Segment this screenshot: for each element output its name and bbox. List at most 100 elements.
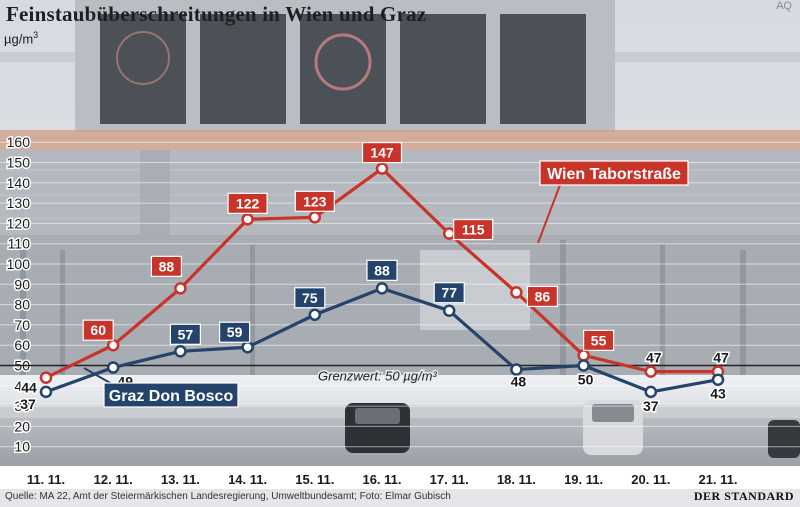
threshold-label: Grenzwert: 50 µg/m³ (318, 369, 437, 384)
legend-label-wien: Wien Taborstraße (547, 166, 681, 183)
data-label: 57 (178, 326, 194, 342)
y-tick-label: 90 (14, 276, 30, 292)
data-point (39, 385, 53, 399)
y-tick-label: 60 (14, 337, 30, 353)
data-point (644, 365, 658, 378)
legend-box-wien (539, 160, 689, 186)
data-point (308, 211, 322, 224)
y-tick-label: 10 (14, 439, 30, 455)
data-label: 59 (227, 324, 243, 340)
chart-title: Feinstaubüberschreitungen in Wien und Gr… (6, 2, 427, 26)
y-tick-label: 100 (7, 256, 31, 272)
x-tick-label: 21. 11. (698, 472, 737, 487)
data-label: 88 (374, 262, 390, 278)
car-middle (583, 400, 643, 455)
data-label: 60 (90, 322, 106, 338)
data-point (174, 345, 187, 358)
data-point (510, 286, 523, 299)
data-label: 115 (462, 222, 485, 238)
agency-credit: AQ (776, 0, 792, 12)
data-label-box (366, 259, 398, 281)
unit-base: µg/m (4, 31, 34, 47)
data-label-box (294, 190, 335, 212)
data-label: 44 (21, 380, 37, 396)
x-tick-label: 13. 11. (161, 472, 200, 487)
data-label: 47 (646, 350, 662, 366)
x-tick-label: 17. 11. (430, 472, 469, 487)
y-tick-label: 120 (7, 215, 31, 231)
data-label: 77 (441, 285, 457, 301)
y-tick-label: 20 (14, 418, 30, 434)
y-tick-label: 130 (7, 195, 31, 211)
data-label-box (227, 192, 268, 214)
data-label: 55 (591, 332, 607, 348)
data-point (375, 162, 389, 175)
x-tick-label: 19. 11. (564, 472, 603, 487)
data-label-box (582, 329, 615, 351)
speed-sign-icon (116, 31, 170, 85)
data-point (442, 304, 456, 317)
x-tick-label: 15. 11. (295, 472, 334, 487)
data-point (442, 227, 456, 240)
data-label: 43 (710, 386, 726, 402)
data-point (711, 373, 725, 386)
data-point (577, 359, 590, 372)
data-label-box (453, 218, 494, 241)
x-tick-label: 16. 11. (362, 472, 401, 487)
legend-leader-graz (83, 367, 113, 385)
data-point (308, 308, 322, 321)
data-label-box (150, 255, 182, 277)
y-tick-label: 140 (7, 175, 31, 191)
data-label-box (294, 287, 326, 309)
x-tick-label: 14. 11. (228, 472, 267, 487)
data-point (375, 282, 389, 295)
y-tick-label: 40 (14, 378, 30, 394)
y-tick-label: 110 (8, 236, 31, 252)
data-point (106, 361, 120, 374)
legend-leader-wien (537, 184, 561, 244)
car-left (345, 403, 410, 453)
data-point (241, 213, 254, 226)
data-label: 37 (643, 398, 659, 414)
data-point (241, 340, 254, 354)
legend-label-graz: Graz Don Bosco (109, 388, 234, 405)
x-tick-label: 18. 11. (497, 472, 536, 487)
data-label: 48 (511, 374, 527, 390)
data-label: 88 (159, 258, 175, 274)
data-point (510, 363, 523, 376)
data-label: 147 (370, 145, 394, 161)
data-label-box (526, 285, 559, 308)
y-tick-label: 80 (14, 297, 30, 313)
data-label: 47 (713, 350, 729, 366)
y-tick-label: 150 (7, 155, 31, 171)
source-note: Quelle: MA 22, Amt der Steiermärkischen … (5, 491, 451, 502)
x-tick-label: 20. 11. (631, 472, 670, 487)
data-label: 123 (303, 193, 327, 209)
data-label: 122 (236, 195, 260, 211)
data-label: 75 (302, 290, 318, 306)
bridge-deck (0, 130, 800, 150)
y-tick-label: 70 (14, 317, 30, 333)
data-point (174, 282, 187, 295)
data-label: 37 (20, 396, 36, 412)
data-label-box (433, 282, 465, 304)
unit-exponent: 3 (33, 30, 39, 40)
legend-box-graz (103, 382, 239, 408)
data-point (644, 385, 658, 399)
x-tick-label: 11. 11. (27, 472, 65, 487)
data-point (577, 349, 590, 362)
car-right (768, 420, 800, 458)
y-axis-unit: µg/m3 (4, 30, 38, 46)
data-label-box (82, 319, 114, 341)
data-label-box (169, 323, 201, 345)
y-tick-label: 30 (14, 398, 30, 414)
data-point (106, 338, 120, 352)
data-label: 86 (535, 288, 551, 304)
data-label-box (219, 321, 251, 343)
data-label-box (361, 141, 403, 164)
x-tick-label: 12. 11. (94, 472, 133, 487)
data-point (39, 371, 53, 384)
speed-sign-icon (314, 33, 372, 91)
